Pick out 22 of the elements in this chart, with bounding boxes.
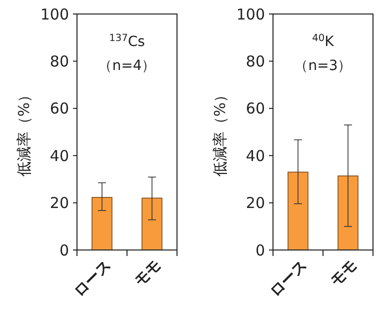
annotation: （n=3） (294, 58, 352, 74)
y-tick-label: 40 (246, 146, 265, 165)
y-tick-label: 40 (50, 146, 69, 165)
y-axis-title: 低減率（%） (211, 87, 229, 177)
x-tick-label: モモ (130, 256, 165, 290)
y-tick-label: 0 (255, 241, 265, 260)
annotation: $^{137}$Cs (109, 32, 145, 50)
y-tick-label: 100 (236, 5, 265, 24)
x-tick-label: ロース (70, 256, 115, 300)
y-tick-label: 20 (50, 194, 69, 212)
y-tick-label: 60 (50, 100, 69, 118)
y-tick-label: 0 (59, 241, 69, 260)
annotation: $^{40}$K (312, 32, 335, 50)
annotation: （n=4） (98, 58, 156, 74)
x-tick-label: モモ (326, 256, 361, 290)
x-tick-label: ロース (266, 256, 311, 300)
y-axis-title: 低減率（%） (15, 87, 33, 177)
y-tick-label: 100 (40, 5, 69, 24)
y-tick-label: 80 (246, 52, 265, 70)
y-tick-label: 20 (246, 194, 265, 212)
y-tick-label: 80 (50, 52, 69, 70)
y-tick-label: 60 (246, 100, 265, 118)
